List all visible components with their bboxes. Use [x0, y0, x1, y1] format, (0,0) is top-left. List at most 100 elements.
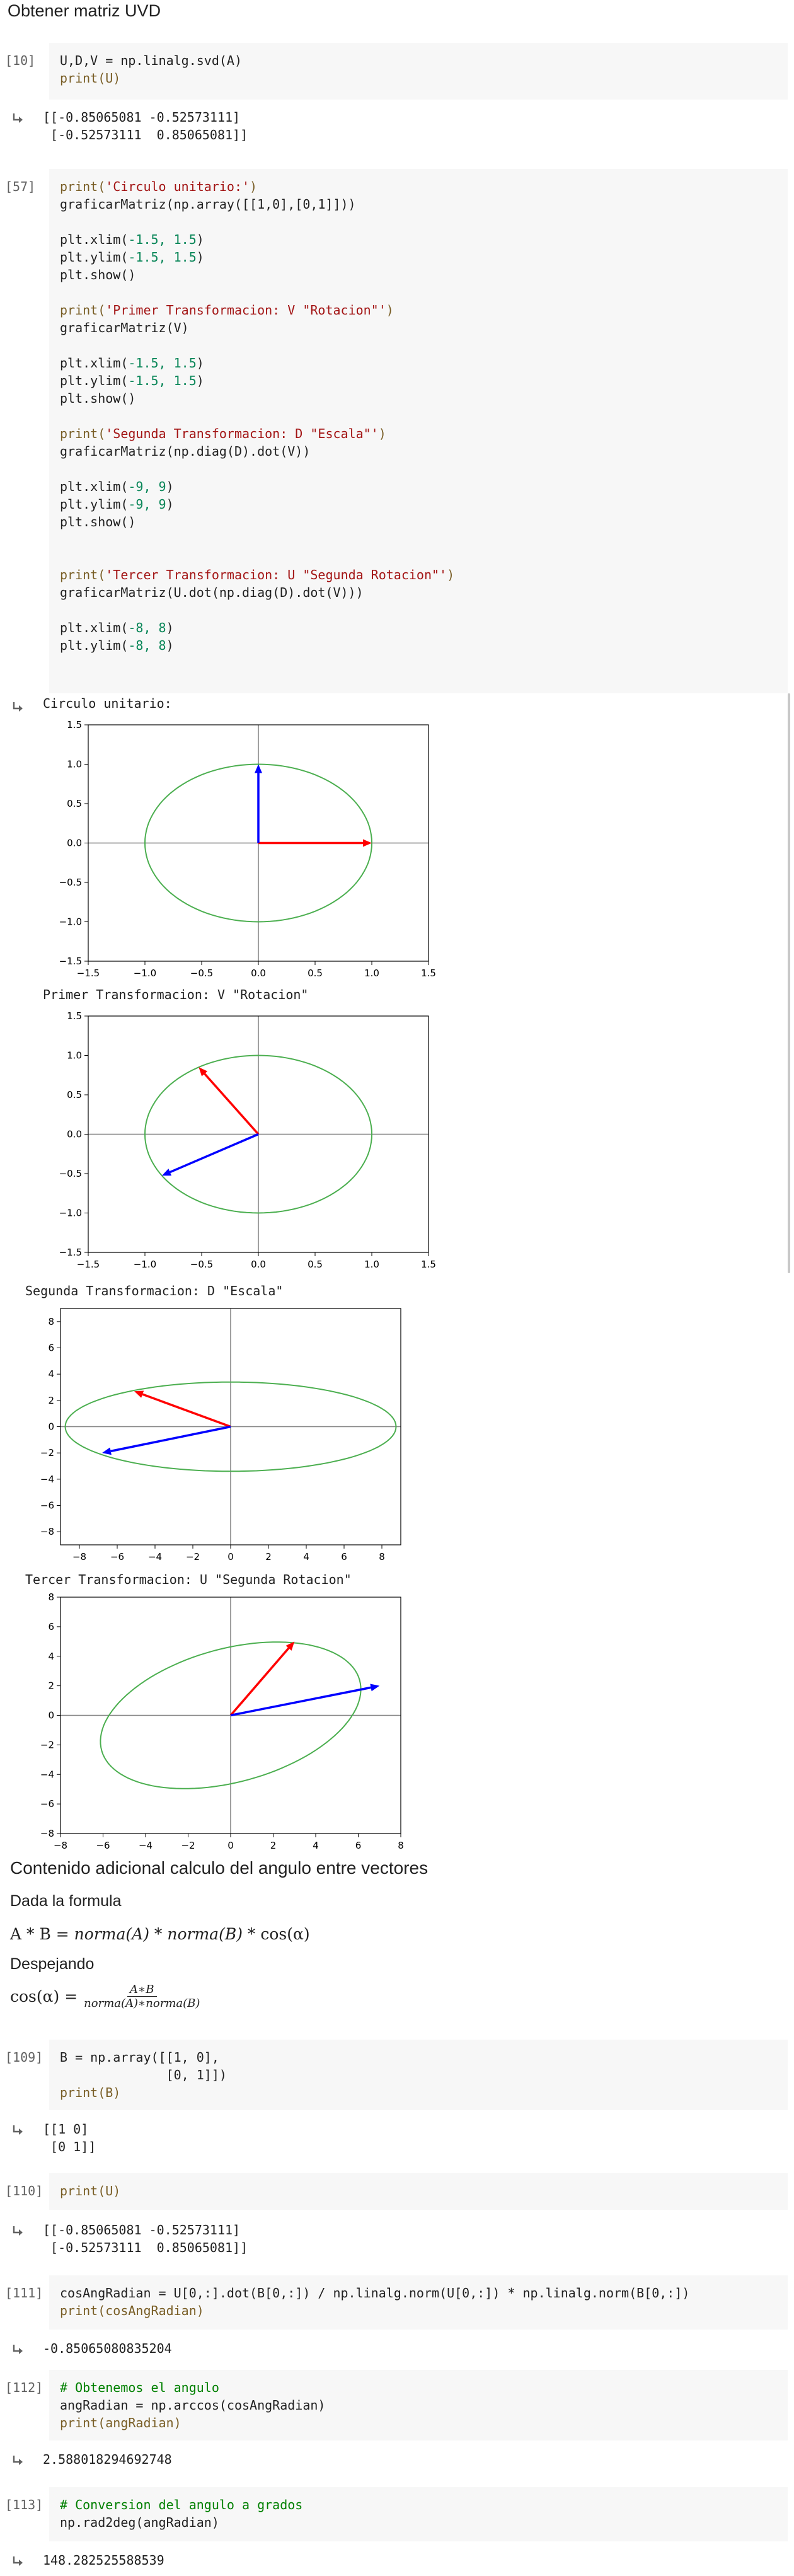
x-tick-label: 0.5: [308, 1259, 323, 1270]
y-tick-label: 0: [48, 1710, 54, 1721]
plot-label: Primer Transformacion: V "Rotacion": [43, 987, 309, 1002]
output-line: [[-0.85065081 -0.52573111]: [43, 2222, 241, 2238]
x-tick-label: 8: [379, 1551, 385, 1562]
y-tick-label: 0: [48, 1421, 54, 1433]
code-line: [0, 1]]): [60, 2067, 227, 2082]
code-editor[interactable]: [49, 2370, 788, 2440]
y-tick-label: −0.5: [59, 1168, 82, 1179]
cell-prompt: [10]: [5, 53, 36, 68]
formula-text: *: [149, 1925, 168, 1943]
y-tick-label: 4: [48, 1368, 54, 1380]
code-editor[interactable]: [49, 43, 788, 100]
output-line: 148.282525588539: [43, 2553, 164, 2568]
x-tick-label: 1.0: [364, 1259, 379, 1270]
x-tick-label: 8: [398, 1840, 404, 1851]
formula-2: cos(α) = A∗B norma(A)∗norma(B): [10, 1983, 202, 2010]
code-cell-10[interactable]: [10] U,D,V = np.linalg.svd(A) print(U) […: [0, 43, 794, 150]
y-tick-label: 0.5: [67, 1089, 82, 1100]
code-editor[interactable]: [49, 2275, 788, 2330]
vector-0: [142, 1393, 231, 1428]
code-line: plt.xlim(-1.5, 1.5): [60, 355, 204, 371]
code-line: cosAngRadian = U[0,:].dot(B[0,:]) / np.l…: [60, 2285, 690, 2301]
code-editor[interactable]: [49, 169, 788, 693]
formula-text: A * B =: [10, 1925, 74, 1943]
code-line: graficarMatriz(np.array([[1,0],[0,1]])): [60, 197, 356, 212]
code-editor[interactable]: [49, 2487, 788, 2541]
code-line: print(angRadian): [60, 2415, 181, 2430]
code-line: print('Tercer Transformacion: U "Segunda…: [60, 567, 455, 582]
vector-head-1: [161, 1169, 172, 1176]
code-editor[interactable]: [49, 2040, 788, 2110]
x-tick-label: 1.5: [421, 967, 436, 979]
ellipse-curve: [144, 763, 372, 923]
code-cell-112[interactable]: [112] # Obtenemos el angulo angRadian = …: [0, 2370, 794, 2471]
plot-scaling: −8 −6 −4 −2 0 2 4 6 8 8 6 4 2 0 −2 −4 −6 −8: [40, 1308, 401, 1562]
y-tick-label: 6: [48, 1343, 54, 1354]
x-tick-label: −4: [148, 1551, 162, 1562]
y-tick-label: −1.0: [59, 1208, 82, 1219]
code-line: graficarMatriz(np.diag(D).dot(V)): [60, 444, 311, 459]
y-tick-label: 6: [48, 1621, 54, 1632]
y-tick-label: 8: [48, 1592, 54, 1603]
vector-head-1: [102, 1447, 112, 1455]
x-tick-label: 1.0: [364, 967, 379, 979]
y-tick-label: 1.5: [67, 719, 82, 731]
code-line: plt.show(): [60, 514, 136, 529]
code-cell-111[interactable]: [111] cosAngRadian = U[0,:].dot(B[0,:]) …: [0, 2275, 794, 2357]
output-scrollbar[interactable]: [788, 693, 790, 1273]
y-tick-label: −1.5: [59, 1247, 82, 1258]
output-line: 2.588018294692748: [43, 2452, 172, 2467]
code-line: plt.show(): [60, 391, 136, 406]
y-tick-label: 2: [48, 1680, 54, 1692]
code-line: print(U): [60, 71, 121, 86]
y-tick-label: −8: [40, 1828, 54, 1839]
x-tick-label: −0.5: [190, 1259, 213, 1270]
y-tick-label: −2: [40, 1447, 54, 1458]
y-tick-label: −6: [40, 1798, 54, 1810]
x-tick-label: 4: [313, 1840, 319, 1851]
code-comment: # Conversion del angulo a grados: [60, 2497, 303, 2512]
cell-prompt: [112]: [5, 2380, 43, 2395]
formula-text: norma(B): [167, 1925, 243, 1943]
code-cell-109[interactable]: [109] B = np.array([[1, 0], [0, 1]]) pri…: [0, 2040, 794, 2166]
x-tick-label: −6: [96, 1840, 110, 1851]
y-tick-label: −2: [40, 1739, 54, 1750]
y-tick-label: 0.0: [67, 838, 82, 849]
x-tick-label: 0.0: [251, 967, 266, 979]
markdown-paragraph: Despejando: [10, 1955, 95, 1973]
x-tick-label: 0.5: [308, 967, 323, 979]
plot-unit-circle: −1.5 −1.0 −0.5 0.0 0.5 1.0 1.5 1.5 1.0 0.5 0.0 −0.5…: [59, 719, 436, 979]
x-tick-label: 1.5: [421, 1259, 436, 1270]
vector-1: [170, 1133, 259, 1174]
x-tick-label: 0: [227, 1840, 234, 1851]
x-tick-label: 6: [341, 1551, 347, 1562]
y-tick-label: −4: [40, 1474, 54, 1485]
code-line: plt.ylim(-1.5, 1.5): [60, 373, 204, 388]
x-tick-label: 2: [270, 1840, 277, 1851]
code-editor[interactable]: [49, 2173, 788, 2210]
ellipse-curve: [100, 1641, 362, 1789]
output-line: [-0.52573111 0.85065081]]: [43, 127, 248, 142]
y-tick-label: 1.5: [67, 1010, 82, 1022]
ellipse-curve: [144, 1054, 372, 1214]
output-arrow-icon: [13, 702, 23, 712]
code-cell-113[interactable]: [113] # Conversion del angulo a grados n…: [0, 2487, 794, 2575]
code-line: B = np.array([[1, 0],: [60, 2050, 219, 2065]
y-tick-label: −4: [40, 1769, 54, 1780]
vector-0: [229, 1647, 290, 1716]
y-tick-label: 0.0: [67, 1129, 82, 1140]
plot-label: Tercer Transformacion: U "Segunda Rotaci…: [25, 1572, 352, 1587]
section-title: Obtener matriz UVD: [8, 1, 161, 20]
code-line: print(cosAngRadian): [60, 2303, 204, 2318]
code-line: print('Primer Transformacion: V "Rotacio…: [60, 303, 394, 318]
code-line: plt.xlim(-8, 8): [60, 620, 174, 635]
output-arrow-icon: [13, 2226, 23, 2236]
code-cell-57[interactable]: [57]: [0, 169, 794, 693]
x-tick-label: 0: [227, 1551, 234, 1562]
ellipse-curve: [64, 1381, 397, 1472]
code-cell-110[interactable]: [110] print(U) [[-0.85065081 -0.52573111…: [0, 2173, 794, 2268]
vector-1: [230, 1686, 371, 1717]
output-line: [[1 0]: [43, 2122, 89, 2137]
x-tick-label: −2: [181, 1840, 195, 1851]
markdown-paragraph: Dada la formula: [10, 1892, 122, 1910]
